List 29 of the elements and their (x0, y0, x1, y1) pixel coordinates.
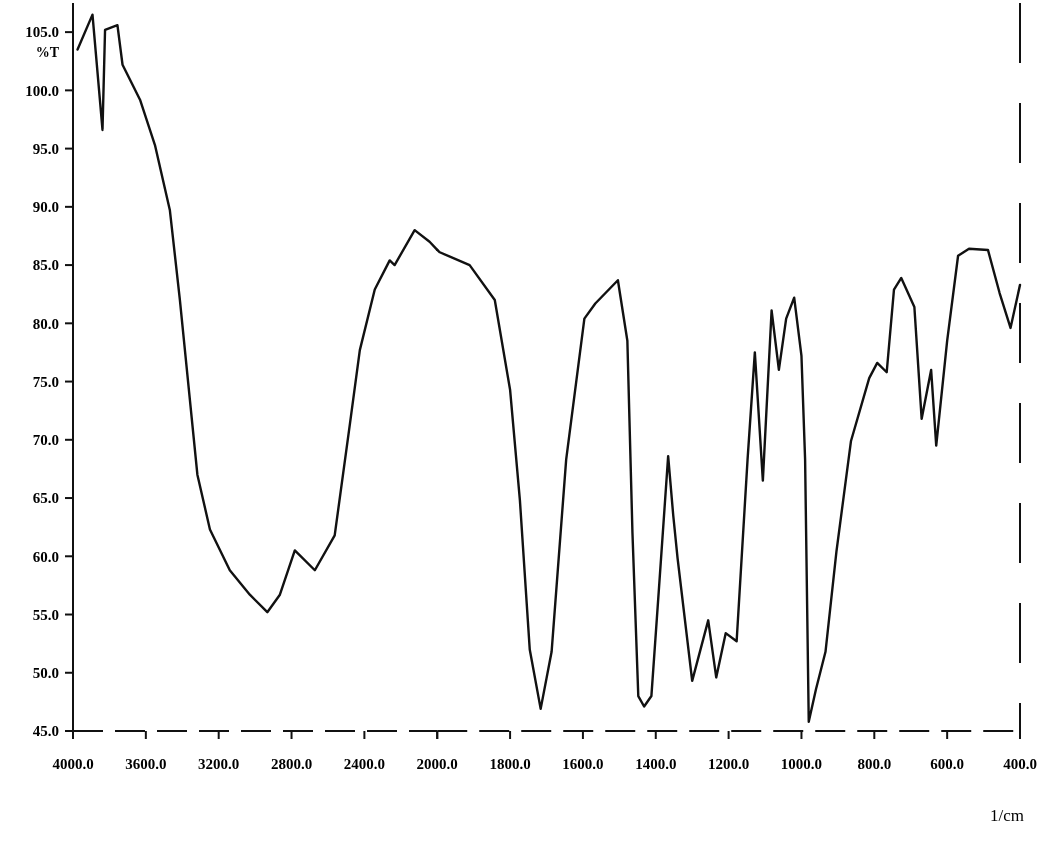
y-tick-label: 75.0 (32, 373, 59, 390)
x-tick-label: 3200.0 (198, 756, 240, 772)
x-tick-label: 2000.0 (416, 756, 458, 772)
y-tick-label: 45.0 (32, 723, 59, 740)
x-tick-label: 3600.0 (125, 756, 167, 772)
y-tick-label: 95.0 (32, 140, 59, 157)
x-axis-title: 1/cm (990, 806, 1024, 825)
y-tick-label: 50.0 (32, 665, 59, 682)
x-tick-label: 2400.0 (343, 756, 386, 772)
y-tick-label: 70.0 (32, 432, 59, 449)
y-tick-label: 90.0 (32, 199, 59, 216)
x-tick-label: 2800.0 (270, 756, 313, 772)
x-tick-label: 1200.0 (707, 756, 750, 772)
y-tick-label: 100.0 (25, 82, 59, 99)
x-tick-label: 800.0 (857, 756, 892, 772)
y-tick-label: 105.0 (25, 24, 59, 41)
x-tick-label: 4000.0 (52, 756, 94, 772)
x-tick-label: 1600.0 (562, 756, 604, 772)
x-tick-label: 1800.0 (489, 756, 531, 772)
y-tick-label: 85.0 (32, 257, 59, 274)
y-tick-label: 55.0 (32, 606, 59, 623)
y-axis-title: %T (35, 45, 60, 61)
x-tick-label: 1400.0 (635, 756, 677, 772)
x-tick-label: 400.0 (1003, 756, 1037, 772)
x-tick-label: 1000.0 (780, 756, 823, 772)
y-tick-label: 65.0 (32, 490, 59, 507)
y-tick-label: 60.0 (32, 548, 59, 565)
x-tick-label: 600.0 (930, 756, 965, 772)
y-tick-label: 80.0 (32, 315, 59, 332)
